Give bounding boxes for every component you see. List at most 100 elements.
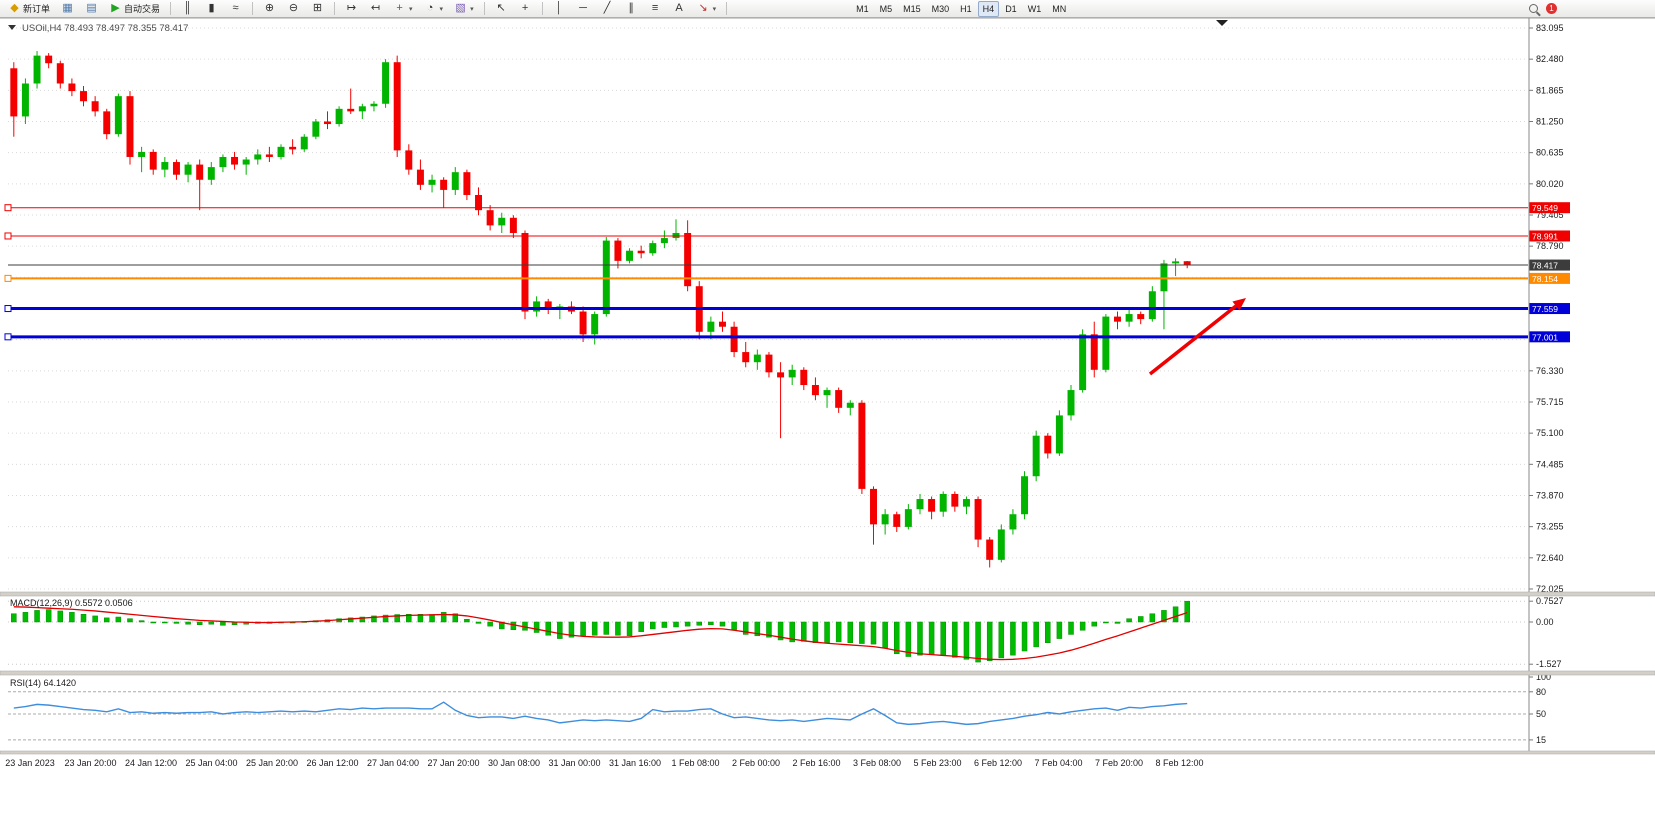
bar-chart-type-icon[interactable]: ║ bbox=[176, 0, 199, 17]
macd-histogram-bar bbox=[801, 621, 807, 642]
rsi-line bbox=[13, 701, 1188, 726]
toolbar-separator bbox=[334, 2, 336, 15]
horizontal-line-icon[interactable]: ─ bbox=[572, 0, 595, 17]
macd-axis-label: 0.7527 bbox=[1536, 596, 1564, 606]
timeframe-h4[interactable]: H4 bbox=[977, 0, 1000, 17]
profiles-icon[interactable]: ▤ bbox=[80, 0, 103, 17]
candle-body bbox=[335, 108, 343, 125]
line-chart-type-icon[interactable]: ≈ bbox=[224, 0, 247, 17]
autotrade-button[interactable]: ▶ 自动交易 bbox=[104, 0, 165, 17]
symbol-search-icon[interactable] bbox=[1529, 4, 1538, 13]
cursor-icon[interactable]: ↖ bbox=[490, 0, 513, 17]
candle-body bbox=[1055, 415, 1063, 454]
auto-scroll-icon[interactable]: ↦ bbox=[340, 0, 363, 17]
candle-body bbox=[242, 159, 250, 165]
macd-histogram-bar bbox=[359, 616, 366, 623]
macd-histogram-bar bbox=[1091, 621, 1097, 627]
candlestick-chart-type-icon[interactable]: ▮ bbox=[200, 0, 223, 17]
macd-histogram-bar bbox=[45, 609, 52, 623]
timeframe-d1[interactable]: D1 bbox=[1005, 3, 1017, 14]
macd-histogram-bar bbox=[115, 616, 122, 623]
trend-arrow[interactable] bbox=[1148, 300, 1243, 376]
zoom-out-icon[interactable]: ⊖ bbox=[282, 0, 305, 17]
chart-shift-icon[interactable]: ↤ bbox=[364, 0, 387, 17]
macd-histogram-bar bbox=[452, 613, 459, 623]
timeframe-m30[interactable]: M30 bbox=[931, 3, 950, 14]
panel-divider[interactable] bbox=[0, 591, 1655, 597]
toolbar-separator bbox=[170, 2, 172, 15]
indicators-button[interactable]: + ▾ bbox=[388, 0, 418, 17]
macd-histogram-bar bbox=[998, 621, 1005, 659]
resistance-line-2-price-tag bbox=[1529, 230, 1570, 242]
periods-button-glyph: ◔ bbox=[426, 2, 434, 14]
macd-histogram-bar bbox=[661, 621, 668, 628]
y-axis-label: 82.480 bbox=[1536, 54, 1564, 64]
crosshair-icon[interactable]: + bbox=[514, 0, 537, 17]
new-order-button[interactable]: ◆ 新订单 bbox=[3, 0, 55, 17]
macd-histogram-bar bbox=[371, 615, 377, 623]
vertical-line-icon[interactable]: │ bbox=[548, 0, 571, 17]
timeframe-mn[interactable]: MN bbox=[1052, 3, 1067, 14]
pivot-line-handle[interactable] bbox=[4, 274, 12, 282]
current-price-line-price-tag bbox=[1529, 259, 1570, 271]
macd-histogram-bar bbox=[928, 621, 935, 655]
scroll-position-marker[interactable] bbox=[1216, 20, 1228, 26]
arrows-tool-button[interactable]: ↘ ▾ bbox=[692, 0, 722, 17]
candle-body bbox=[951, 493, 959, 507]
candle-body bbox=[300, 136, 308, 150]
timeframe-m5[interactable]: M5 bbox=[879, 3, 893, 14]
candle-body bbox=[811, 385, 819, 396]
support-line-1-handle[interactable] bbox=[4, 305, 12, 313]
trend-arrow-head[interactable] bbox=[1232, 298, 1246, 311]
macd-histogram-bar bbox=[963, 621, 970, 660]
support-line-2-price-tag-label: 77.001 bbox=[1532, 332, 1558, 342]
timeframe-m15[interactable]: M15 bbox=[903, 3, 921, 14]
candle-body bbox=[916, 499, 924, 510]
candle-body bbox=[1137, 314, 1145, 320]
candle-body bbox=[893, 514, 901, 527]
candle-body bbox=[765, 354, 773, 373]
macd-histogram-bar bbox=[1021, 621, 1028, 652]
text-tool-icon[interactable]: A bbox=[668, 0, 691, 17]
equidistant-channel-icon[interactable]: ∥ bbox=[620, 0, 643, 17]
resistance-line-1-handle[interactable] bbox=[4, 204, 12, 212]
candle-body bbox=[602, 240, 610, 315]
tile-windows-icon[interactable]: ⊞ bbox=[306, 0, 329, 17]
y-axis-label: 72.640 bbox=[1536, 553, 1564, 563]
candle-body bbox=[823, 390, 831, 396]
panel-divider[interactable] bbox=[0, 750, 1655, 755]
timeframe-h1[interactable]: H1 bbox=[960, 3, 972, 14]
macd-histogram-bar bbox=[638, 621, 644, 632]
charts-grid-icon[interactable]: ▦ bbox=[56, 0, 79, 17]
macd-histogram-bar bbox=[394, 614, 400, 623]
timeframe-w1[interactable]: W1 bbox=[1027, 3, 1042, 14]
timeframe-m1[interactable]: M1 bbox=[856, 3, 869, 14]
trendline-icon[interactable]: ╱ bbox=[596, 0, 619, 17]
support-line-2-handle[interactable] bbox=[4, 333, 12, 341]
templates-button-glyph: ▧ bbox=[455, 2, 466, 14]
macd-histogram-bar bbox=[1056, 621, 1063, 639]
fibonacci-icon[interactable]: ≡ bbox=[644, 0, 667, 17]
candle-body bbox=[428, 179, 436, 185]
macd-histogram-bar bbox=[557, 621, 563, 639]
y-axis-label: 83.095 bbox=[1536, 23, 1564, 33]
macd-histogram-bar bbox=[138, 620, 145, 623]
panel-divider[interactable] bbox=[0, 670, 1655, 676]
macd-histogram-bar bbox=[487, 621, 493, 627]
fibonacci-icon-glyph: ≡ bbox=[651, 2, 659, 14]
chart-menu-icon[interactable] bbox=[8, 25, 16, 30]
candle-body bbox=[1090, 334, 1098, 370]
y-axis-label: 81.865 bbox=[1536, 85, 1564, 95]
notification-badge[interactable]: 1 bbox=[1546, 3, 1557, 14]
templates-button[interactable]: ▧ ▾ bbox=[449, 0, 479, 17]
macd-histogram-bar bbox=[208, 621, 215, 625]
macd-histogram-bar bbox=[696, 621, 702, 626]
periods-button[interactable]: ◔ ▾ bbox=[419, 0, 449, 17]
resistance-line-2-handle[interactable] bbox=[4, 232, 12, 240]
zoom-in-icon[interactable]: ⊕ bbox=[258, 0, 281, 17]
macd-histogram-bar bbox=[1033, 621, 1039, 648]
macd-histogram-bar bbox=[789, 621, 795, 643]
macd-histogram-bar bbox=[684, 621, 691, 627]
candle-body bbox=[939, 493, 947, 512]
